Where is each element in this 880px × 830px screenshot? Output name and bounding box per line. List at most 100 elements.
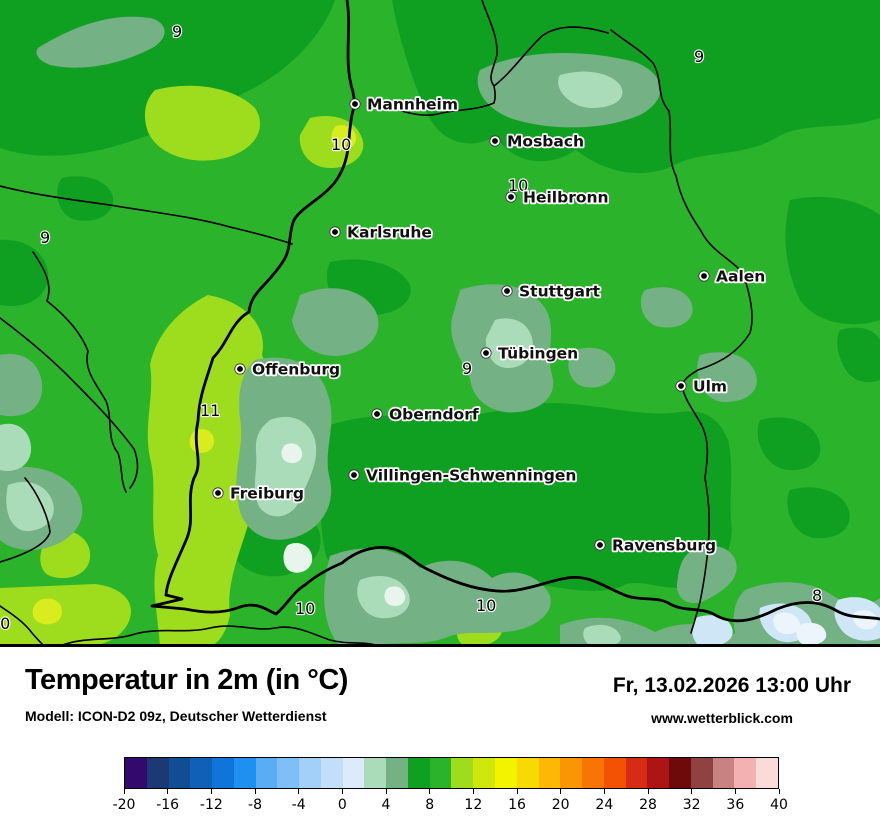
colorbar-tick-label: 16 — [508, 797, 526, 813]
city-label: Offenburg — [252, 361, 340, 379]
region-4-6 — [36, 16, 165, 68]
temp-value-label: 11 — [200, 401, 220, 420]
colorbar-tick-label: 36 — [726, 797, 745, 813]
colorbar-segment — [342, 758, 365, 788]
city-marker-mosbach: Mosbach — [489, 131, 586, 152]
city-label: Mosbach — [507, 133, 584, 151]
city-label: Stuttgart — [519, 283, 601, 301]
colorbar-segment — [560, 758, 583, 788]
temp-value-label: 9 — [172, 22, 182, 41]
border-line — [0, 317, 139, 489]
colorbar-tick-label: 12 — [464, 797, 483, 813]
border-line — [0, 185, 293, 245]
weather-map: 9 9 10 10 9 9 11 10 10 8 10 Mannheim Mosbach Heilbro… — [0, 0, 880, 647]
temperature-value-labels: 9 9 10 10 9 9 11 10 10 8 10 — [0, 21, 823, 634]
model-info: Modell: ICON-D2 09z, Deutscher Wetterdie… — [25, 708, 327, 724]
region-2-4 — [485, 318, 533, 368]
colorbar-segment — [647, 758, 670, 788]
website-label: www.wetterblick.com — [651, 710, 793, 726]
colorbar-tick — [472, 789, 474, 794]
region-4-6 — [324, 548, 551, 647]
city-dot — [492, 138, 498, 144]
city-marker-aalen: Aalen — [698, 266, 767, 287]
border-line — [493, 26, 609, 87]
colorbar-segment — [386, 758, 408, 788]
region-4-6 — [676, 545, 737, 604]
city-marker-stuttgart: Stuttgart — [501, 281, 602, 302]
region-2-4 — [558, 71, 623, 108]
colorbar-segment — [364, 758, 387, 788]
city-dot — [678, 383, 684, 389]
colorbar-segment — [255, 758, 278, 788]
temp-value-label: 10 — [508, 176, 528, 195]
valid-datetime: Fr, 13.02.2026 13:00 Uhr — [612, 674, 851, 697]
colorbar-tick-label: -4 — [291, 797, 306, 813]
colorbar-segment — [582, 758, 604, 788]
border-line-south — [150, 545, 880, 623]
city-dot — [237, 366, 243, 372]
colorbar-segment — [734, 758, 757, 788]
city-label: Ulm — [693, 378, 727, 396]
colorbar-tick — [734, 789, 736, 794]
temp-value-label: 10 — [476, 596, 496, 615]
colorbar-segment — [690, 758, 713, 788]
region-0-2 — [852, 610, 878, 630]
city-label: Heilbronn — [523, 189, 609, 207]
colorbar-segment — [233, 758, 256, 788]
region-2-4 — [6, 481, 54, 532]
region-6-8 — [787, 487, 850, 539]
region-0-2 — [281, 443, 303, 463]
city-label: Karlsruhe — [347, 224, 432, 242]
temp-value-label: 9 — [462, 359, 472, 378]
region-0-2 — [773, 612, 801, 635]
temp-value-label: 8 — [812, 586, 822, 605]
colorbar-tick-label: 0 — [337, 797, 347, 813]
colorbar-tick — [603, 789, 605, 794]
region-0-2 — [692, 615, 733, 647]
city-dot — [504, 288, 510, 294]
colorbar-segment — [429, 758, 452, 788]
colorbar-tick — [298, 789, 300, 794]
colorbar-segment — [407, 758, 430, 788]
city-label: Aalen — [716, 268, 765, 286]
region-12-14 — [189, 429, 214, 453]
city-dot — [351, 472, 357, 478]
temp-value-label: 10 — [295, 599, 315, 618]
colorbar-segment — [495, 758, 517, 788]
city-marker-villingen-schwenningen: Villingen-Schwenningen — [348, 465, 578, 486]
colorbar-segment — [669, 758, 691, 788]
region-6-8 — [785, 196, 880, 325]
region-2-4 — [357, 576, 410, 619]
city-label: Ravensburg — [612, 537, 716, 555]
colorbar-segment — [516, 758, 539, 788]
region-10-12 — [0, 584, 131, 647]
colorbar-segment — [299, 758, 321, 788]
region-10-12 — [144, 85, 261, 161]
colorbar-tick — [691, 789, 693, 794]
temp-value-label: 10 — [331, 135, 351, 154]
colorbar-tick — [647, 789, 649, 794]
region-2-4 — [254, 416, 317, 517]
city-label: Oberndorf — [389, 406, 479, 424]
border-line — [32, 251, 127, 493]
city-dot — [701, 273, 707, 279]
colorbar-segment — [538, 758, 561, 788]
temperature-colorbar — [124, 757, 779, 789]
border-line — [59, 625, 376, 647]
city-dot — [508, 194, 514, 200]
region-2-4 — [0, 423, 32, 471]
city-dot — [215, 490, 221, 496]
colorbar-tick — [123, 789, 125, 794]
colorbar-tick-label: 20 — [551, 797, 570, 813]
region-6-8 — [837, 327, 880, 383]
region-0-2 — [796, 622, 827, 646]
border-lines — [0, 0, 880, 647]
map-bottom-edge — [0, 644, 880, 647]
colorbar-tick — [778, 789, 780, 794]
border-line-rhine — [164, 0, 357, 597]
city-marker-oberndorf: Oberndorf — [371, 404, 481, 425]
city-marker-karlsruhe: Karlsruhe — [329, 222, 434, 243]
colorbar-tick — [167, 789, 169, 794]
border-line — [0, 477, 51, 563]
city-marker-ravensburg: Ravensburg — [594, 535, 718, 556]
